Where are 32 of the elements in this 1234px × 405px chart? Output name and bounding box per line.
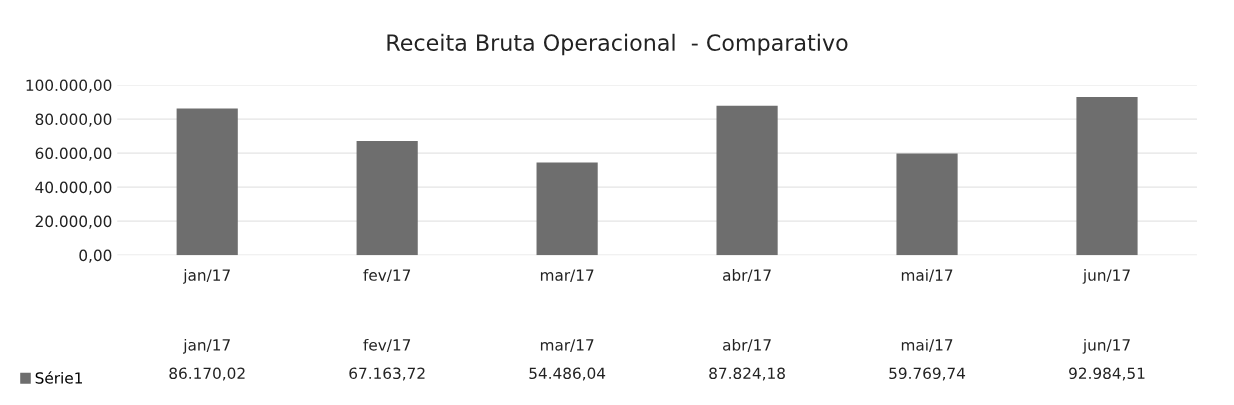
category-label: mai/17	[901, 338, 953, 352]
category-label: abr/17	[723, 338, 771, 352]
data-label: 87.824,18	[709, 367, 785, 381]
bar	[356, 140, 418, 256]
category-label: jun/17	[1082, 338, 1130, 354]
data-label: 86.170,02	[169, 367, 245, 381]
x-tick-label: jun/17	[1082, 269, 1130, 284]
y-tick-label: 20.000,00	[35, 215, 112, 229]
x-tick-label: jan/17	[182, 269, 230, 284]
category-label: fev/17	[363, 338, 411, 352]
data-label: 59.769,74	[889, 367, 966, 381]
legend-label: Série1	[35, 371, 82, 384]
category-label: jan/17	[182, 338, 230, 354]
category-label: mar/17	[540, 339, 594, 352]
y-tick-label: 100.000,00	[26, 79, 112, 93]
x-tick-label: mar/17	[540, 269, 594, 283]
y-tick-label: 60.000,00	[35, 147, 112, 161]
bar	[716, 105, 778, 256]
chart-title: Receita Bruta Operacional - Comparativo	[387, 33, 848, 56]
data-label: 67.163,72	[349, 367, 425, 381]
y-tick-label: 40.000,00	[35, 181, 112, 195]
data-label: 92.984,51	[1069, 367, 1145, 381]
bar	[176, 108, 238, 256]
y-tick-label: 0,00	[79, 249, 112, 263]
data-label: 54.486,04	[529, 367, 606, 381]
x-tick-label: abr/17	[723, 269, 771, 283]
x-tick-label: fev/17	[363, 269, 411, 283]
bar	[1076, 96, 1138, 256]
x-tick-label: mai/17	[901, 269, 953, 283]
bar	[536, 162, 598, 256]
y-tick-label: 80.000,00	[35, 113, 112, 127]
bar	[896, 153, 958, 256]
